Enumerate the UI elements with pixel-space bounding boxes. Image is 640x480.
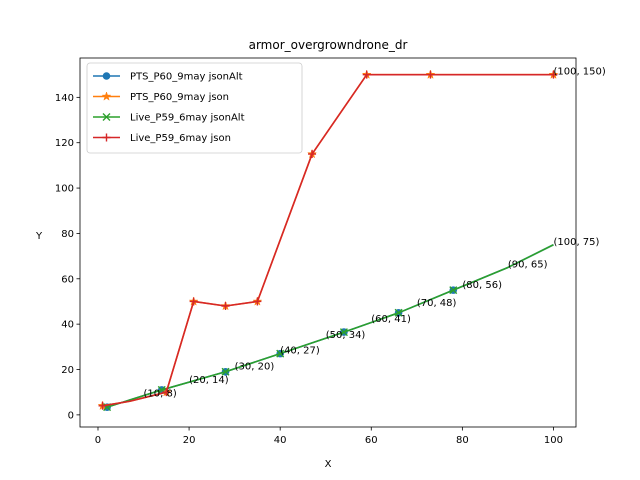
- x-tick-label-3: 60: [365, 435, 378, 446]
- x-tick-label-4: 80: [456, 435, 469, 446]
- series-3-point-4: [253, 297, 262, 306]
- legend-label-2: Live_P59_6may jsonAlt: [130, 113, 245, 124]
- legend-box: [86, 62, 303, 154]
- legend: PTS_P60_9may jsonAlt PTS_P60_9may json Liv…: [86, 62, 303, 154]
- annotation-0: (10, 8): [144, 389, 177, 400]
- series-3-line: [102, 73, 554, 407]
- x-axis-label: X: [325, 459, 332, 470]
- y-tick-label-6: 120: [55, 138, 74, 149]
- chart-title: armor_overgrowndrone_dr: [249, 38, 408, 52]
- series-3-point-8: [549, 70, 558, 79]
- legend-marker-0: [102, 72, 111, 80]
- axes-frame: [79, 57, 577, 428]
- annotation-layer: (10, 8) (20, 14) (30, 20) (40, 27) (50, 34) (…: [144, 67, 606, 400]
- annotation-8: (90, 65): [508, 259, 548, 270]
- series-2-point-6: [449, 286, 458, 295]
- series-3-point-7: [426, 70, 435, 79]
- series-3-point-1: [162, 388, 171, 397]
- x-tick-label-1: 20: [183, 435, 196, 446]
- annotation-2: (30, 20): [235, 362, 275, 373]
- legend-item-3: Live_P59_6may json: [93, 133, 231, 144]
- series-2-line: [106, 244, 554, 408]
- legend-item-0: PTS_P60_9may jsonAlt: [93, 72, 243, 83]
- series-3-point-3: [221, 302, 230, 311]
- annotation-5: (60, 41): [371, 314, 411, 325]
- y-tick-label-1: 20: [61, 365, 74, 376]
- series-3: [98, 70, 558, 410]
- series-2-point-3: [276, 349, 285, 358]
- y-tick-label-0: 0: [68, 410, 74, 421]
- series-3-point-5: [308, 150, 317, 159]
- y-tick-label-5: 100: [55, 184, 74, 195]
- annotation-10: (100, 150): [553, 67, 605, 78]
- legend-label-1: PTS_P60_9may json: [130, 92, 229, 103]
- series-3-point-2: [189, 297, 198, 306]
- x-tick-label-2: 40: [274, 435, 287, 446]
- annotation-4: (50, 34): [326, 330, 366, 341]
- plot-area: [97, 69, 559, 412]
- series-2-point-4: [339, 328, 348, 337]
- series-3-point-0: [98, 401, 107, 410]
- x-tick-label-0: 0: [95, 435, 101, 446]
- x-axis-ticks: 0 20 40 60 80 100: [95, 427, 563, 446]
- legend-item-2: Live_P59_6may jsonAlt: [93, 113, 245, 124]
- series-3-point-6: [362, 70, 371, 79]
- annotation-6: (70, 48): [417, 298, 457, 309]
- series-2-point-5: [394, 308, 403, 317]
- y-axis-ticks: 0 20 40 60 80 100 120 140: [55, 93, 80, 421]
- y-tick-label-7: 140: [55, 93, 74, 104]
- y-axis-label: Y: [35, 231, 43, 242]
- series-2: [103, 244, 554, 412]
- series-2-point-2: [221, 367, 230, 376]
- annotation-9: (100, 75): [553, 237, 599, 248]
- legend-label-0: PTS_P60_9may jsonAlt: [130, 72, 243, 83]
- annotation-3: (40, 27): [280, 346, 320, 357]
- y-tick-label-3: 60: [61, 274, 74, 285]
- y-tick-label-2: 40: [61, 320, 74, 331]
- x-tick-label-5: 100: [544, 435, 563, 446]
- series-0: [103, 244, 554, 411]
- series-0-line: [106, 244, 554, 408]
- legend-marker-2: [102, 113, 111, 121]
- legend-label-3: Live_P59_6may json: [130, 133, 231, 144]
- legend-marker-1: [101, 91, 112, 101]
- legend-item-1: PTS_P60_9may json: [93, 91, 229, 103]
- y-tick-label-4: 80: [61, 229, 74, 240]
- annotation-7: (80, 56): [462, 280, 502, 291]
- annotation-1: (20, 14): [189, 375, 229, 386]
- legend-marker-3: [102, 133, 111, 142]
